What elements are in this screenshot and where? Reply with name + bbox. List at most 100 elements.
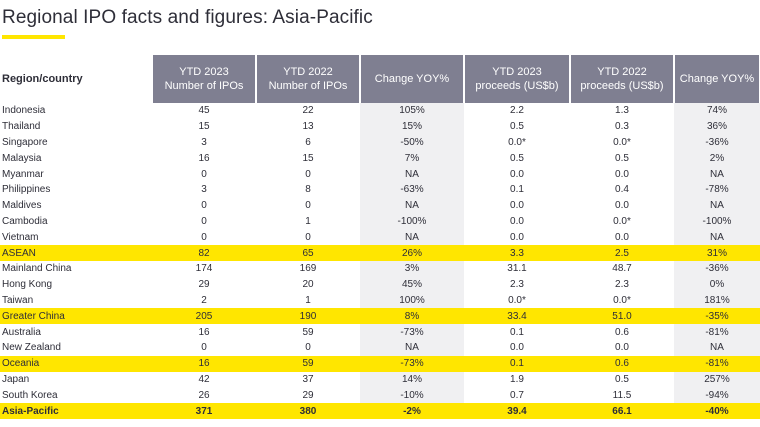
- table-row: Myanmar 0 0 NA 0.0 0.0 NA: [0, 166, 760, 182]
- header-change-ipos: Change YOY%: [360, 55, 465, 103]
- cell-region: Japan: [2, 373, 30, 385]
- cell-ytd2022-proceeds: 0.0*: [613, 294, 631, 306]
- cell-region: Mainland China: [2, 263, 72, 275]
- cell-ytd2022-ipos: 190: [256, 308, 360, 325]
- cell-ytd2022-proceeds: 0.6: [615, 326, 629, 338]
- table-row: Taiwan 2 1 100% 0.0* 0.0* 181%: [0, 292, 760, 309]
- cell-change-proceeds: 257%: [674, 371, 760, 388]
- cell-ytd2022-proceeds: 0.5: [615, 152, 629, 164]
- cell-ytd2022-proceeds: 0.0: [615, 231, 629, 243]
- cell-change-proceeds: -94%: [674, 387, 760, 404]
- cell-region: Taiwan: [2, 294, 34, 306]
- cell-region: Cambodia: [2, 215, 48, 227]
- table-row: Japan 42 37 14% 1.9 0.5 257%: [0, 371, 760, 388]
- cell-ytd2022-proceeds: 0.0*: [613, 136, 631, 148]
- header-region: Region/country: [0, 55, 153, 103]
- cell-region: Maldives: [2, 200, 42, 212]
- cell-ytd2022-proceeds: 0.0: [615, 200, 629, 212]
- header-change-proceeds: Change YOY%: [674, 55, 760, 103]
- header-ytd2023-proceeds: YTD 2023 proceeds (US$b): [464, 55, 571, 103]
- cell-ytd2023-ipos: 82: [152, 245, 256, 261]
- cell-region: Myanmar: [2, 168, 44, 180]
- cell-ytd2023-ipos: 174: [195, 263, 213, 275]
- cell-change-ipos: 3%: [360, 260, 464, 277]
- cell-ytd2022-ipos: 0: [305, 168, 311, 180]
- table-row: New Zealand 0 0 NA 0.0 0.0 NA: [0, 339, 760, 356]
- cell-region: Asia-Pacific: [0, 403, 152, 419]
- cell-region: New Zealand: [2, 342, 61, 354]
- cell-ytd2023-proceeds: 0.0: [510, 215, 524, 227]
- cell-ytd2023-proceeds: 0.1: [510, 184, 524, 196]
- table-row-subtotal: Asia-Pacific 371 380 -2% 39.4 66.1 -40%: [0, 403, 760, 419]
- cell-ytd2022-proceeds: 66.1: [570, 403, 674, 419]
- cell-ytd2023-ipos: 3: [201, 184, 207, 196]
- cell-change-ipos: 105%: [360, 103, 464, 119]
- page-title: Regional IPO facts and figures: Asia-Pac…: [2, 7, 373, 28]
- cell-change-ipos: -63%: [360, 181, 464, 198]
- table-row: Philippines 3 8 -63% 0.1 0.4 -78%: [0, 181, 760, 198]
- cell-ytd2023-ipos: 3: [201, 136, 207, 148]
- cell-ytd2023-ipos: 45: [198, 105, 210, 117]
- cell-change-ipos: -100%: [360, 213, 464, 230]
- cell-ytd2022-ipos: 29: [302, 389, 314, 401]
- table-row: Cambodia 0 1 -100% 0.0 0.0* -100%: [0, 213, 760, 230]
- cell-ytd2022-proceeds: 0.0: [615, 342, 629, 354]
- cell-change-proceeds: 0%: [674, 276, 760, 293]
- cell-change-ipos: -73%: [360, 355, 464, 372]
- table-row-subtotal: ASEAN 82 65 26% 3.3 2.5 31%: [0, 245, 760, 261]
- cell-change-ipos: 100%: [360, 292, 464, 309]
- cell-ytd2022-ipos: 15: [302, 152, 314, 164]
- cell-ytd2023-proceeds: 0.7: [510, 389, 524, 401]
- cell-change-proceeds: NA: [674, 229, 760, 246]
- cell-ytd2023-proceeds: 0.0: [510, 231, 524, 243]
- cell-region: Oceania: [0, 355, 152, 372]
- cell-ytd2022-ipos: 65: [256, 245, 360, 261]
- cell-change-ipos: -10%: [360, 387, 464, 404]
- cell-ytd2023-proceeds: 0.0: [510, 168, 524, 180]
- cell-ytd2023-proceeds: 0.0*: [508, 294, 526, 306]
- cell-region: Australia: [2, 326, 41, 338]
- cell-change-proceeds: -36%: [674, 134, 760, 151]
- cell-ytd2023-ipos: 15: [198, 121, 210, 133]
- cell-ytd2023-ipos: 205: [152, 308, 256, 325]
- table-row: Thailand 15 13 15% 0.5 0.3 36%: [0, 118, 760, 135]
- table-row: Hong Kong 29 20 45% 2.3 2.3 0%: [0, 276, 760, 293]
- cell-ytd2023-ipos: 2: [201, 294, 207, 306]
- cell-ytd2022-ipos: 0: [305, 231, 311, 243]
- cell-change-proceeds: 2%: [674, 150, 760, 167]
- table-body: Indonesia 45 22 105% 2.2 1.3 74% Thailand 15 13 15…: [0, 103, 760, 419]
- cell-ytd2023-proceeds: 0.0: [510, 342, 524, 354]
- cell-ytd2022-proceeds: 51.0: [570, 308, 674, 325]
- table-row: South Korea 26 29 -10% 0.7 11.5 -94%: [0, 387, 760, 404]
- cell-ytd2022-proceeds: 0.4: [615, 184, 629, 196]
- cell-change-proceeds: -35%: [674, 308, 760, 325]
- cell-ytd2022-ipos: 22: [302, 105, 314, 117]
- cell-change-proceeds: 74%: [674, 103, 760, 119]
- cell-ytd2022-ipos: 59: [256, 355, 360, 372]
- cell-ytd2023-proceeds: 3.3: [464, 245, 570, 261]
- cell-region: Philippines: [2, 184, 51, 196]
- cell-ytd2022-proceeds: 2.5: [570, 245, 674, 261]
- cell-ytd2022-ipos: 6: [305, 136, 311, 148]
- cell-ytd2023-proceeds: 0.0: [510, 200, 524, 212]
- table-row-subtotal: Greater China 205 190 8% 33.4 51.0 -35%: [0, 308, 760, 325]
- cell-change-ipos: NA: [360, 166, 464, 182]
- cell-ytd2022-proceeds: 0.0*: [613, 215, 631, 227]
- cell-ytd2023-ipos: 371: [152, 403, 256, 419]
- cell-ytd2022-proceeds: 11.5: [612, 389, 632, 401]
- cell-ytd2023-proceeds: 33.4: [464, 308, 570, 325]
- cell-region: Malaysia: [2, 152, 42, 164]
- cell-ytd2022-proceeds: 48.7: [612, 263, 632, 275]
- cell-region: Hong Kong: [2, 279, 53, 291]
- cell-change-ipos: NA: [360, 339, 464, 356]
- cell-change-ipos: -2%: [360, 403, 464, 419]
- table-header-row: Region/country YTD 2023 Number of IPOs Y…: [0, 55, 760, 103]
- table-row-subtotal: Oceania 16 59 -73% 0.1 0.6 -81%: [0, 355, 760, 372]
- table-row: Singapore 3 6 -50% 0.0* 0.0* -36%: [0, 134, 760, 151]
- cell-change-ipos: 14%: [360, 371, 464, 388]
- table-row: Indonesia 45 22 105% 2.2 1.3 74%: [0, 103, 760, 119]
- table-row: Maldives 0 0 NA 0.0 0.0 NA: [0, 197, 760, 214]
- cell-change-proceeds: NA: [674, 339, 760, 356]
- cell-ytd2023-proceeds: 0.1: [510, 326, 524, 338]
- cell-ytd2023-proceeds: 0.5: [510, 121, 524, 133]
